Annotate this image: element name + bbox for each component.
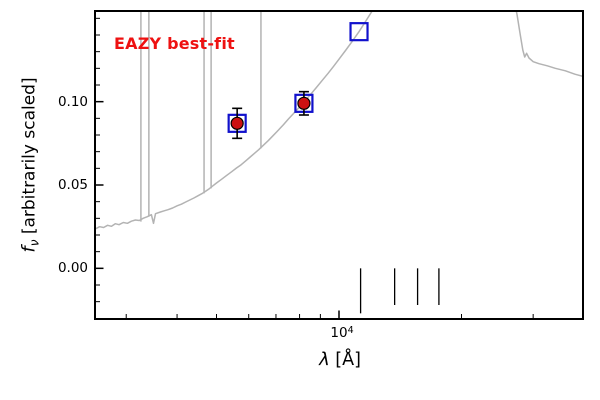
bestfit-annotation: EAZY best-fit (114, 34, 235, 53)
x-tick-base: 10 (330, 325, 348, 341)
y-tick-label-0.10: 0.10 (57, 94, 88, 110)
plot-canvas (94, 10, 584, 320)
plot-frame (94, 10, 584, 320)
x-tick-exponent: 4 (347, 325, 354, 336)
observed-photometry-point (297, 96, 311, 110)
model-photometry-square (349, 22, 369, 42)
y-axis-symbol: f (18, 246, 40, 253)
y-tick-label-0.00: 0.00 (57, 260, 88, 276)
y-tick-label-0.05: 0.05 (57, 177, 88, 193)
x-axis-symbol: λ (319, 349, 330, 370)
y-axis-subscript: ν (27, 239, 42, 247)
x-axis-label-text: [Å] (329, 350, 361, 370)
y-axis-label: fν [arbitrarily scaled] (18, 77, 41, 252)
x-tick-label-1e4: 104 (320, 325, 364, 341)
bestfit-spectrum-line (94, 10, 584, 230)
observed-photometry-point (230, 116, 244, 130)
y-axis-label-text: [arbitrarily scaled] (19, 77, 40, 240)
plot-area: EAZY best-fit (94, 10, 584, 320)
x-axis-label: λ [Å] (270, 349, 410, 370)
